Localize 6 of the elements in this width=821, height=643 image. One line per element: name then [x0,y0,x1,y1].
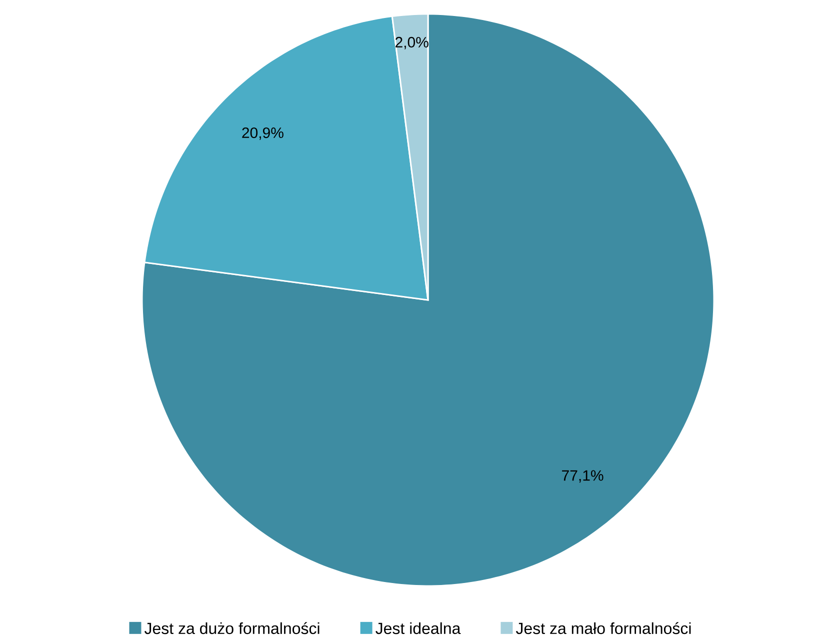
data-label: 20,9% [242,127,284,140]
data-label: 77,1% [562,470,604,483]
legend-label: Jest za mało formalności [516,622,691,634]
legend-label: Jest idealna [376,622,461,634]
data-label: 2,0% [396,36,428,50]
legend-label: Jest za dużo formalności [144,622,320,634]
